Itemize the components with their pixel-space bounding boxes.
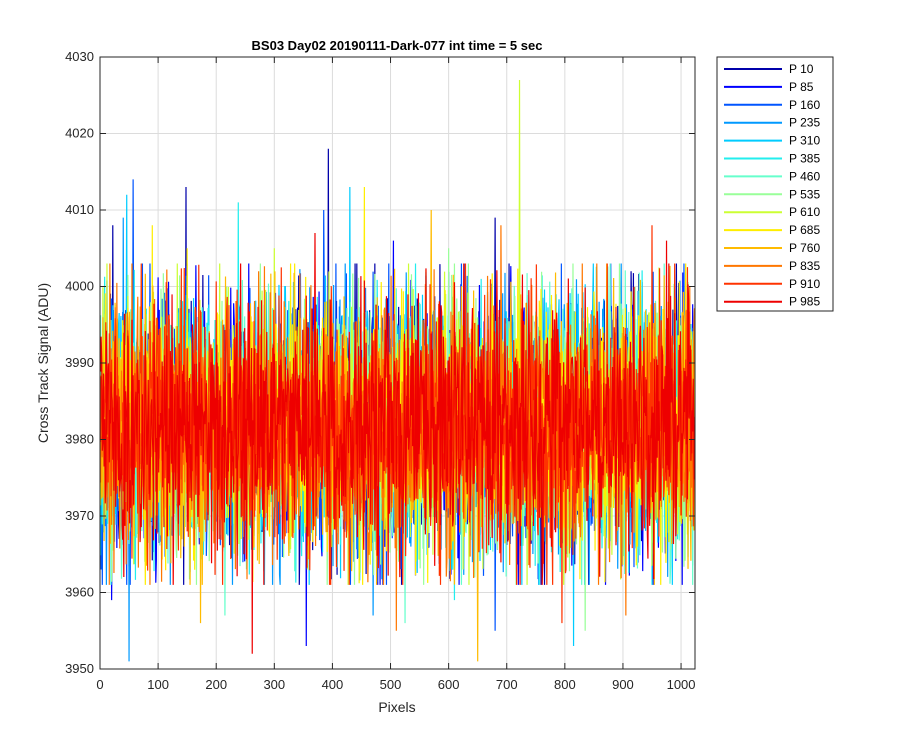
legend-entry-label: P 685 <box>789 223 820 237</box>
legend-entry-label: P 235 <box>789 116 820 130</box>
x-tick-label: 600 <box>438 677 460 692</box>
y-tick-label: 3950 <box>65 661 94 676</box>
legend-entry-label: P 835 <box>789 259 820 273</box>
x-tick-label: 200 <box>205 677 227 692</box>
y-tick-label: 4030 <box>65 49 94 64</box>
legend-box <box>716 56 834 312</box>
legend-entry-label: P 10 <box>789 62 814 76</box>
y-axis-label: Cross Track Signal (ADU) <box>35 283 51 443</box>
x-tick-label: 0 <box>96 677 103 692</box>
y-tick-label: 3990 <box>65 355 94 370</box>
y-tick-label: 3970 <box>65 508 94 523</box>
x-tick-label: 300 <box>263 677 285 692</box>
legend-entry-label: P 85 <box>789 80 814 94</box>
series-line-p985 <box>100 232 695 654</box>
x-tick-label: 100 <box>147 677 169 692</box>
x-axis-label: Pixels <box>378 699 415 715</box>
legend-entry-label: P 535 <box>789 187 820 201</box>
axis-ticks: 0 100 200 300 400 500 600 700 800 900 1000 3950 3960… <box>65 49 695 692</box>
legend-entry-label: P 760 <box>789 241 820 255</box>
chart-title: BS03 Day02 20190111-Dark-077 int time = … <box>252 38 543 53</box>
legend-entry-label: P 985 <box>789 295 820 309</box>
legend-entry-label: P 385 <box>789 152 820 166</box>
x-tick-label: 400 <box>322 677 344 692</box>
y-tick-label: 3980 <box>65 432 94 447</box>
x-tick-label: 1000 <box>667 677 696 692</box>
x-tick-label: 700 <box>496 677 518 692</box>
legend-entry-label: P 910 <box>789 277 820 291</box>
legend-entry-label: P 610 <box>789 205 820 219</box>
y-tick-label: 4010 <box>65 202 94 217</box>
y-tick-label: 4000 <box>65 279 94 294</box>
x-tick-label: 800 <box>554 677 576 692</box>
series-layer <box>100 79 695 662</box>
x-tick-label: 500 <box>380 677 402 692</box>
y-tick-label: 3960 <box>65 585 94 600</box>
legend-entry-label: P 160 <box>789 98 820 112</box>
legend: P 10 P 85 P 160 P 235 P 310 P 385 P 460 P 535 P … <box>716 56 834 312</box>
legend-entry-label: P 310 <box>789 134 820 148</box>
legend-entry-label: P 460 <box>789 169 820 183</box>
y-tick-label: 4020 <box>65 126 94 141</box>
x-tick-label: 900 <box>612 677 634 692</box>
